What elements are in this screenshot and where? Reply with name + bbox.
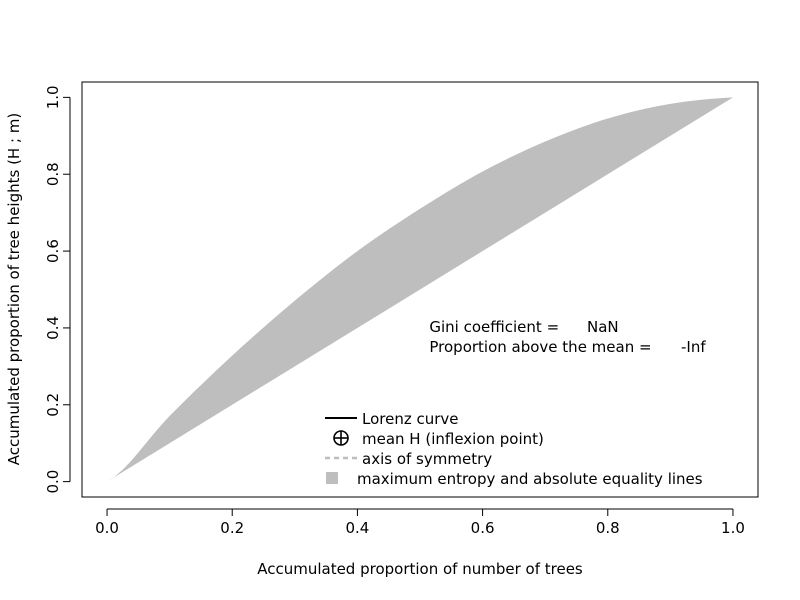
y-tick-label: 0.4 (44, 316, 62, 340)
x-tick-label: 0.6 (471, 519, 495, 537)
legend-band-label: maximum entropy and absolute equality li… (357, 470, 703, 488)
y-tick-label: 0.2 (44, 393, 62, 417)
x-tick-label: 0.2 (220, 519, 244, 537)
plot-frame (81, 81, 759, 498)
x-axis: 0.0 0.2 0.4 0.6 0.8 1.0 (95, 508, 745, 537)
proportion-label: Proportion above the mean = (429, 338, 651, 356)
legend-band-swatch (326, 472, 338, 484)
y-tick-label: 0.0 (44, 470, 62, 494)
y-axis: 0.0 0.2 0.4 0.6 0.8 1.0 (44, 85, 71, 494)
circle-plus-icon (333, 430, 349, 446)
y-tick-label: 1.0 (44, 85, 62, 109)
gini-value: NaN (587, 318, 619, 336)
x-axis-title: Accumulated proportion of number of tree… (257, 560, 583, 578)
y-tick-label: 0.6 (44, 239, 62, 263)
legend-lorenz-curve-label: Lorenz curve (362, 410, 459, 428)
x-tick-label: 1.0 (721, 519, 745, 537)
proportion-value: -Inf (681, 338, 706, 356)
x-tick-label: 0.0 (95, 519, 119, 537)
legend: Lorenz curve mean H (inflexion point) ax… (325, 410, 703, 488)
x-tick-label: 0.8 (596, 519, 620, 537)
y-axis-title: Accumulated proportion of tree heights (… (5, 113, 23, 466)
legend-mean-h-label: mean H (inflexion point) (362, 430, 544, 448)
y-tick-label: 0.8 (44, 162, 62, 186)
x-tick-label: 0.4 (345, 519, 369, 537)
gini-label: Gini coefficient = (429, 318, 559, 336)
legend-axis-of-symmetry-label: axis of symmetry (362, 450, 492, 468)
